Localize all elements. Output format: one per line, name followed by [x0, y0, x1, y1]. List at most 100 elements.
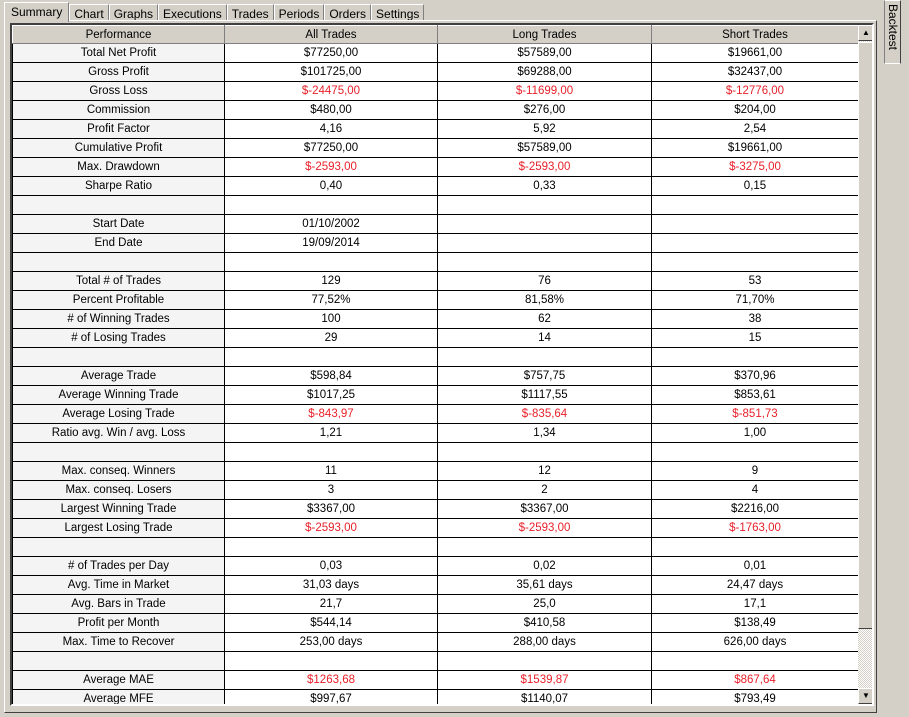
cell-value: $69288,00: [437, 62, 652, 82]
scroll-up-button[interactable]: ▲: [858, 25, 872, 41]
row-label: Max. conseq. Losers: [12, 480, 225, 500]
tab-settings[interactable]: Settings: [371, 4, 425, 21]
cell-value: [651, 347, 859, 367]
table-row: Max. Drawdown $-2593,00 $-2593,00 $-3275,00: [12, 157, 859, 177]
row-label: Avg. Time in Market: [12, 575, 225, 595]
cell-value: [224, 252, 438, 272]
row-label: # of Winning Trades: [12, 309, 225, 329]
row-label: [12, 651, 225, 671]
cell-value: 24,47 days: [651, 575, 859, 595]
cell-value: $410,58: [437, 613, 652, 633]
cell-value: [437, 233, 652, 253]
table-row: [12, 651, 859, 671]
cell-value: 71,70%: [651, 290, 859, 310]
cell-value: 626,00 days: [651, 632, 859, 652]
tab-trades[interactable]: Trades: [226, 4, 274, 21]
table-row: Profit Factor 4,16 5,92 2,54: [12, 119, 859, 139]
row-label: End Date: [12, 233, 225, 253]
cell-value: [437, 214, 652, 234]
row-label: Average Trade: [12, 366, 225, 386]
cell-value: $1539,87: [437, 670, 652, 690]
tab-graphs[interactable]: Graphs: [108, 4, 159, 21]
cell-value: $-2593,00: [437, 157, 652, 177]
table-row: Max. Time to Recover 253,00 days 288,00 da…: [12, 632, 859, 652]
column-header[interactable]: All Trades: [224, 25, 438, 44]
cell-value: $757,75: [437, 366, 652, 386]
cell-value: $276,00: [437, 100, 652, 120]
cell-value: $204,00: [651, 100, 859, 120]
cell-value: 0,15: [651, 176, 859, 196]
row-label: # of Trades per Day: [12, 556, 225, 576]
cell-value: 129: [224, 271, 438, 291]
table-row: Avg. Bars in Trade 21,7 25,0 17,1: [12, 594, 859, 614]
cell-value: 19/09/2014: [224, 233, 438, 253]
cell-value: [224, 651, 438, 671]
table-row: Largest Winning Trade $3367,00 $3367,00 $22…: [12, 499, 859, 519]
cell-value: $-24475,00: [224, 81, 438, 101]
cell-value: 1,00: [651, 423, 859, 443]
summary-grid: Performance All Trades Long Trades Short Tr…: [10, 23, 874, 706]
cell-value: 4,16: [224, 119, 438, 139]
table-row: Average MAE $1263,68 $1539,87 $867,64: [12, 670, 859, 690]
cell-value: 35,61 days: [437, 575, 652, 595]
cell-value: [651, 252, 859, 272]
cell-value: [651, 537, 859, 557]
cell-value: $1263,68: [224, 670, 438, 690]
vertical-scrollbar[interactable]: ▲ ▼: [858, 25, 872, 704]
tab-executions[interactable]: Executions: [158, 4, 227, 21]
row-label: Commission: [12, 100, 225, 120]
table-row: End Date 19/09/2014: [12, 233, 859, 253]
cell-value: 25,0: [437, 594, 652, 614]
table-row: Gross Profit $101725,00 $69288,00 $32437,00: [12, 62, 859, 82]
cell-value: [224, 442, 438, 462]
arrow-up-icon: ▲: [862, 28, 870, 37]
cell-value: $-11699,00: [437, 81, 652, 101]
cell-value: 253,00 days: [224, 632, 438, 652]
table-row: Average Losing Trade $-843,97 $-835,64 $-85…: [12, 404, 859, 424]
table-row: Largest Losing Trade $-2593,00 $-2593,00 $-…: [12, 518, 859, 538]
scrollbar-thumb[interactable]: [858, 42, 872, 629]
table-row: [12, 537, 859, 557]
tab-orders[interactable]: Orders: [324, 4, 372, 21]
cell-value: 0,33: [437, 176, 652, 196]
scroll-down-button[interactable]: ▼: [858, 688, 872, 704]
tab-chart[interactable]: Chart: [69, 4, 109, 21]
row-label: Avg. Bars in Trade: [12, 594, 225, 614]
cell-value: 2,54: [651, 119, 859, 139]
row-label: Largest Losing Trade: [12, 518, 225, 538]
table-row: Profit per Month $544,14 $410,58 $138,49: [12, 613, 859, 633]
row-label: [12, 442, 225, 462]
cell-value: 288,00 days: [437, 632, 652, 652]
cell-value: $-843,97: [224, 404, 438, 424]
table-row: Avg. Time in Market 31,03 days 35,61 days 2…: [12, 575, 859, 595]
column-header[interactable]: Short Trades: [651, 25, 859, 44]
cell-value: $3367,00: [437, 499, 652, 519]
performance-table: Performance All Trades Long Trades Short Tr…: [12, 25, 859, 704]
cell-value: 12: [437, 461, 652, 481]
cell-value: [651, 442, 859, 462]
row-label: Gross Loss: [12, 81, 225, 101]
cell-value: 38: [651, 309, 859, 329]
side-tab-backtest[interactable]: Backtest: [884, 0, 901, 64]
cell-value: $1140,07: [437, 689, 652, 704]
cell-value: [437, 442, 652, 462]
row-label: Cumulative Profit: [12, 138, 225, 158]
table-row: Average Trade $598,84 $757,75 $370,96: [12, 366, 859, 386]
row-label: Largest Winning Trade: [12, 499, 225, 519]
cell-value: $57589,00: [437, 138, 652, 158]
cell-value: $370,96: [651, 366, 859, 386]
table-row: Total Net Profit $77250,00 $57589,00 $19661…: [12, 43, 859, 63]
row-label: Total # of Trades: [12, 271, 225, 291]
cell-value: 1,21: [224, 423, 438, 443]
cell-value: $77250,00: [224, 43, 438, 63]
cell-value: $-3275,00: [651, 157, 859, 177]
tab-bar: Summary Chart Graphs Executions Trades Period…: [4, 2, 425, 22]
column-header[interactable]: Performance: [12, 25, 225, 44]
cell-value: [437, 651, 652, 671]
column-header[interactable]: Long Trades: [437, 25, 652, 44]
cell-value: $57589,00: [437, 43, 652, 63]
tab-summary[interactable]: Summary: [4, 2, 70, 22]
tab-periods[interactable]: Periods: [273, 4, 325, 21]
cell-value: 15: [651, 328, 859, 348]
row-label: Average Winning Trade: [12, 385, 225, 405]
